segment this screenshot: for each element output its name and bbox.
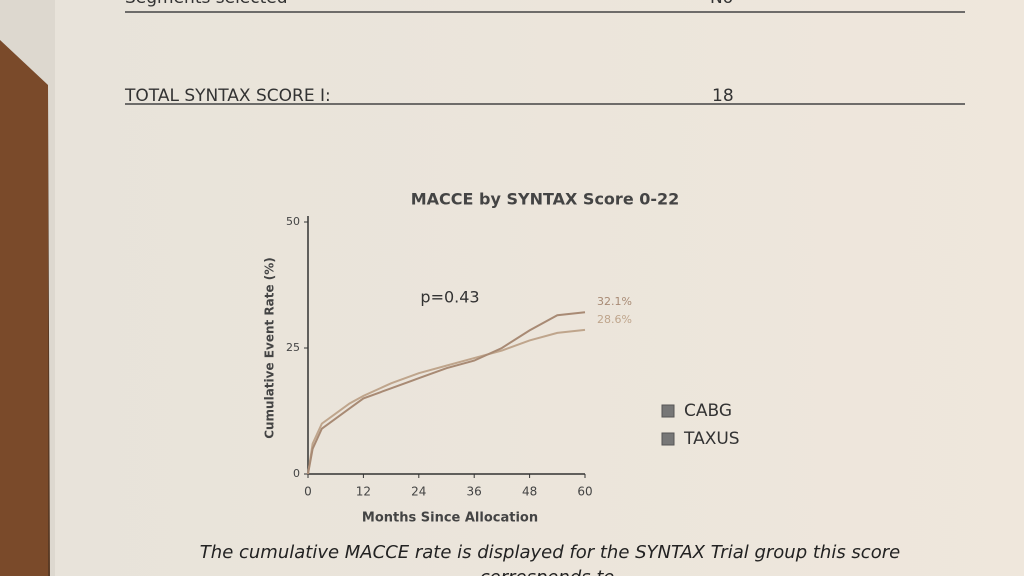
legend-label: TAXUS [683, 429, 740, 449]
legend-swatch [661, 432, 675, 446]
row-label: TOTAL SYNTAX SCORE I: [124, 86, 331, 106]
x-tick-label: 36 [467, 485, 482, 499]
row-label: Segments selected [125, 0, 288, 8]
legend-swatch [661, 404, 675, 418]
paper-under [0, 0, 60, 576]
x-tick-label: 60 [577, 485, 592, 499]
x-tick-label: 24 [411, 485, 426, 499]
row-value: No [710, 0, 733, 8]
x-tick-label: 0 [304, 485, 312, 499]
x-tick-label: 12 [356, 485, 371, 499]
value-label: 28.6% [597, 313, 632, 326]
y-tick-label: 50 [286, 215, 300, 228]
x-axis-label: Months Since Allocation [362, 511, 538, 526]
legend-label: CABG [684, 401, 732, 421]
row-value: 18 [712, 86, 734, 106]
table-edge [0, 40, 48, 576]
paper [55, 0, 1024, 576]
caption: The cumulative MACCE rate is displayed f… [200, 542, 900, 563]
y-tick-label: 25 [286, 341, 300, 354]
series-line [307, 328, 586, 475]
x-tick-label: 48 [522, 485, 537, 499]
series-line [307, 311, 586, 475]
y-axis-label: Cumulative Event Rate (%) [263, 257, 277, 439]
value-label: 32.1% [597, 295, 632, 308]
caption: corresponds to. [480, 567, 620, 576]
annotation: p=0.43 [420, 288, 479, 307]
chart-title: MACCE by SYNTAX Score 0-22 [411, 190, 680, 209]
y-tick-label: 0 [293, 467, 300, 480]
